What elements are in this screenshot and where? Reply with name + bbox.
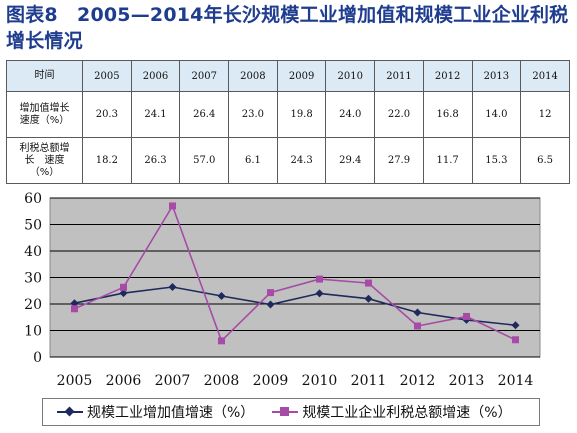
x-tick-label: 2012	[400, 373, 436, 389]
value-cell: 24.3	[276, 137, 327, 184]
series-line	[74, 286, 516, 326]
legend-item-profit-tax: 规模工业企业利税总额增速（%）	[272, 402, 512, 422]
y-tick-label: 10	[24, 324, 42, 340]
y-tick-label: 0	[33, 350, 42, 366]
data-point-square	[120, 283, 127, 291]
x-tick-label: 2013	[449, 373, 485, 389]
year-cell: 2008	[228, 60, 278, 92]
figure-title: 图表8 2005—2014年长沙规模工业增加值和规模工业企业利税增长情况	[6, 4, 569, 52]
value-cell: 14.0	[471, 91, 522, 138]
value-cell: 12	[520, 91, 570, 138]
data-point-diamond	[266, 300, 275, 309]
x-tick-label: 2011	[351, 373, 387, 389]
value-cell: 23.0	[228, 91, 278, 138]
data-point-square	[267, 289, 274, 297]
x-tick-label: 2014	[498, 373, 534, 389]
year-cell: 2009	[276, 60, 327, 92]
year-cell: 2006	[130, 60, 181, 92]
table-row: 利税总额增长 速度（%） 18.2 26.3 57.0 6.1 24.3 29.…	[6, 137, 570, 184]
y-tick-label: 20	[24, 297, 42, 313]
table-row: 增加值增长 速度（%） 20.3 24.1 26.4 23.0 19.8 24.…	[6, 91, 570, 138]
x-tick-label: 2010	[302, 373, 338, 389]
x-tick-label: 2007	[155, 373, 191, 389]
data-point-diamond	[168, 283, 177, 292]
data-point-diamond	[364, 294, 373, 303]
table-header-row: 时间 2005 2006 2007 2008 2009 2010 2011 20…	[6, 60, 570, 92]
y-tick-label: 50	[24, 218, 42, 234]
x-tick-label: 2008	[204, 373, 240, 389]
header-time-label: 时间	[6, 60, 83, 92]
data-table: 时间 2005 2006 2007 2008 2009 2010 2011 20…	[6, 60, 570, 184]
data-point-square	[414, 322, 421, 330]
value-cell: 15.3	[471, 137, 522, 184]
y-tick-label: 30	[24, 271, 42, 287]
value-cell: 19.8	[276, 91, 327, 138]
legend-label: 规模工业企业利税总额增速（%）	[302, 405, 512, 421]
year-cell: 2011	[374, 60, 424, 92]
y-tick-label: 40	[24, 244, 42, 260]
value-cell: 27.9	[374, 137, 424, 184]
value-cell: 16.8	[422, 91, 473, 138]
data-point-square	[316, 275, 323, 283]
chart-legend: 规模工业增加值增速（%） 规模工业企业利税总额增速（%）	[42, 398, 540, 426]
x-tick-label: 2006	[106, 373, 142, 389]
value-cell: 26.4	[179, 91, 230, 138]
row-label: 增加值增长 速度（%）	[6, 91, 83, 138]
year-cell: 2014	[520, 60, 570, 92]
data-point-diamond	[217, 292, 226, 301]
legend-swatch-square	[272, 406, 299, 418]
value-cell: 26.3	[130, 137, 181, 184]
data-point-square	[218, 337, 225, 345]
data-point-square	[169, 202, 176, 210]
value-cell: 24.1	[130, 91, 181, 138]
data-point-diamond	[119, 289, 128, 298]
value-cell: 29.4	[325, 137, 376, 184]
data-point-square	[512, 336, 519, 344]
data-point-square	[71, 305, 78, 313]
data-point-diamond	[511, 321, 520, 330]
value-cell: 18.2	[82, 137, 132, 184]
value-cell: 6.1	[228, 137, 278, 184]
value-cell: 24.0	[325, 91, 376, 138]
value-cell: 11.7	[422, 137, 473, 184]
value-cell: 22.0	[374, 91, 424, 138]
row-label: 利税总额增长 速度（%）	[6, 137, 83, 184]
y-tick-label: 60	[24, 191, 42, 207]
year-cell: 2007	[179, 60, 230, 92]
legend-label: 规模工业增加值增速（%）	[87, 405, 255, 421]
year-cell: 2005	[82, 60, 132, 92]
x-tick-label: 2005	[57, 373, 93, 389]
data-point-square	[365, 279, 372, 287]
year-cell: 2012	[422, 60, 473, 92]
series-line	[74, 204, 516, 343]
data-point-diamond	[413, 308, 422, 317]
legend-item-value-added: 规模工业增加值增速（%）	[57, 402, 254, 422]
data-point-square	[463, 312, 470, 320]
value-cell: 20.3	[82, 91, 132, 138]
legend-swatch-diamond	[57, 406, 83, 418]
data-point-diamond	[315, 289, 324, 298]
x-tick-label: 2009	[253, 373, 289, 389]
value-cell: 57.0	[179, 137, 230, 184]
data-point-diamond	[70, 299, 79, 308]
year-cell: 2013	[471, 60, 522, 92]
value-cell: 6.5	[520, 137, 570, 184]
year-cell: 2010	[325, 60, 376, 92]
line-chart: 0 10 20 30 40 50 60 2005 2006 2007 2008 2009 2010 201…	[24, 191, 541, 389]
